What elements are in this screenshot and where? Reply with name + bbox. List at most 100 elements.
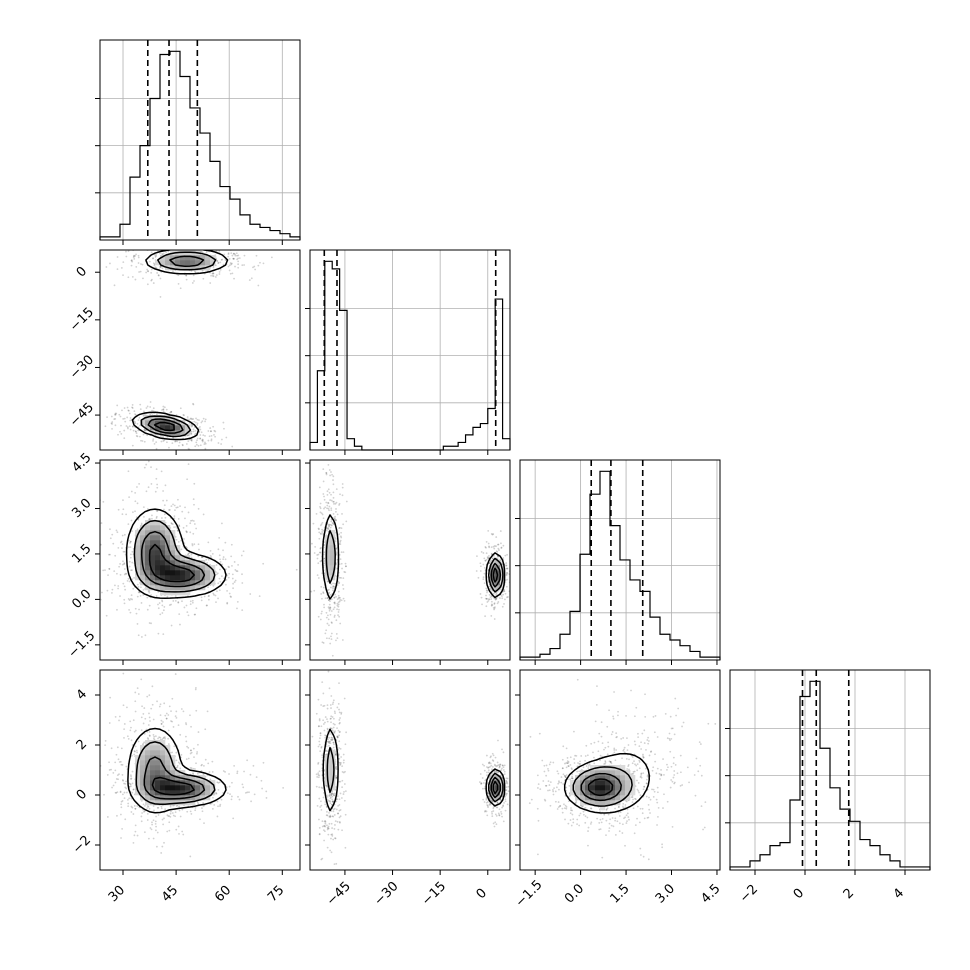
density-cell bbox=[140, 550, 146, 556]
sample-point bbox=[160, 723, 163, 725]
sample-point bbox=[150, 271, 153, 274]
sample-point bbox=[178, 613, 181, 615]
sample-point bbox=[190, 767, 193, 770]
sample-point bbox=[485, 552, 488, 555]
sample-point bbox=[131, 598, 134, 601]
sample-point bbox=[334, 824, 336, 826]
sample-point bbox=[119, 595, 121, 597]
sample-point bbox=[339, 558, 342, 561]
contour-line bbox=[151, 776, 195, 796]
density-cell bbox=[160, 540, 166, 546]
sample-point bbox=[212, 266, 215, 269]
sample-point bbox=[318, 770, 321, 773]
sample-point bbox=[332, 491, 335, 494]
sample-point bbox=[123, 407, 126, 409]
sample-point bbox=[336, 735, 338, 738]
sample-point bbox=[148, 712, 150, 715]
sample-point bbox=[129, 556, 132, 559]
sample-point bbox=[162, 736, 165, 739]
sample-point bbox=[166, 595, 169, 598]
sample-point bbox=[184, 506, 186, 509]
sample-point bbox=[149, 406, 152, 408]
sample-point bbox=[320, 612, 323, 615]
sample-point bbox=[250, 277, 253, 280]
sample-point bbox=[124, 786, 127, 789]
density-cell bbox=[150, 520, 156, 526]
sample-point bbox=[241, 783, 244, 786]
density-cell bbox=[180, 425, 186, 431]
sample-point bbox=[159, 714, 162, 717]
sample-point bbox=[338, 816, 341, 819]
sample-point bbox=[222, 558, 225, 561]
sample-point bbox=[177, 825, 180, 828]
density-cell bbox=[165, 750, 171, 756]
sample-point bbox=[319, 806, 322, 808]
sample-point bbox=[165, 251, 168, 254]
sample-point bbox=[227, 255, 230, 258]
sample-point bbox=[336, 795, 339, 797]
density-cell bbox=[190, 565, 196, 571]
density-cell bbox=[210, 570, 216, 576]
sample-point bbox=[328, 794, 331, 797]
sample-point bbox=[250, 800, 253, 803]
density-cell bbox=[135, 550, 141, 556]
sample-point bbox=[106, 416, 108, 419]
sample-point bbox=[117, 585, 120, 587]
sample-point bbox=[331, 792, 334, 795]
sample-point bbox=[159, 435, 162, 438]
sample-point bbox=[114, 554, 117, 557]
sample-point bbox=[212, 425, 215, 428]
sample-point bbox=[323, 606, 326, 609]
sample-point bbox=[128, 560, 131, 563]
density-cell bbox=[160, 555, 166, 561]
sample-point bbox=[181, 443, 184, 446]
sample-point bbox=[152, 262, 155, 265]
sample-point bbox=[148, 807, 151, 810]
sample-point bbox=[206, 561, 209, 564]
sample-point bbox=[148, 604, 151, 607]
sample-point bbox=[498, 764, 501, 767]
sample-point bbox=[501, 806, 503, 809]
sample-point bbox=[325, 473, 328, 476]
sample-point bbox=[505, 786, 508, 789]
sample-point bbox=[220, 245, 222, 247]
sample-point bbox=[163, 736, 166, 739]
sample-point bbox=[329, 606, 332, 609]
sample-point bbox=[489, 802, 491, 805]
sample-point bbox=[137, 693, 140, 695]
density-cell bbox=[170, 550, 176, 556]
sample-point bbox=[136, 805, 139, 807]
sample-point bbox=[330, 794, 333, 797]
sample-point bbox=[112, 772, 115, 774]
sample-point bbox=[139, 270, 142, 273]
density-cell bbox=[175, 550, 181, 556]
sample-point bbox=[326, 785, 328, 788]
sample-point bbox=[146, 819, 149, 821]
sample-point bbox=[320, 725, 323, 728]
sample-point bbox=[215, 274, 218, 276]
sample-point bbox=[228, 572, 231, 575]
sample-point bbox=[129, 611, 132, 614]
sample-point bbox=[484, 809, 487, 812]
sample-point bbox=[326, 580, 329, 583]
sample-point bbox=[485, 798, 488, 801]
sample-point bbox=[197, 242, 199, 244]
sample-point bbox=[339, 747, 342, 750]
sample-point bbox=[486, 591, 488, 594]
sample-point bbox=[340, 711, 343, 714]
sample-point bbox=[152, 718, 155, 721]
sample-point bbox=[121, 563, 124, 566]
density-cell bbox=[145, 765, 151, 771]
sample-point bbox=[502, 751, 505, 754]
sample-point bbox=[199, 818, 201, 821]
sample-point bbox=[116, 608, 118, 611]
sample-point bbox=[111, 588, 114, 591]
sample-point bbox=[252, 266, 254, 269]
sample-point bbox=[318, 537, 321, 540]
sample-point bbox=[320, 523, 323, 526]
sample-point bbox=[338, 563, 341, 566]
sample-point bbox=[153, 253, 156, 256]
sample-point bbox=[130, 726, 132, 729]
sample-point bbox=[137, 634, 140, 637]
sample-point bbox=[198, 548, 200, 551]
